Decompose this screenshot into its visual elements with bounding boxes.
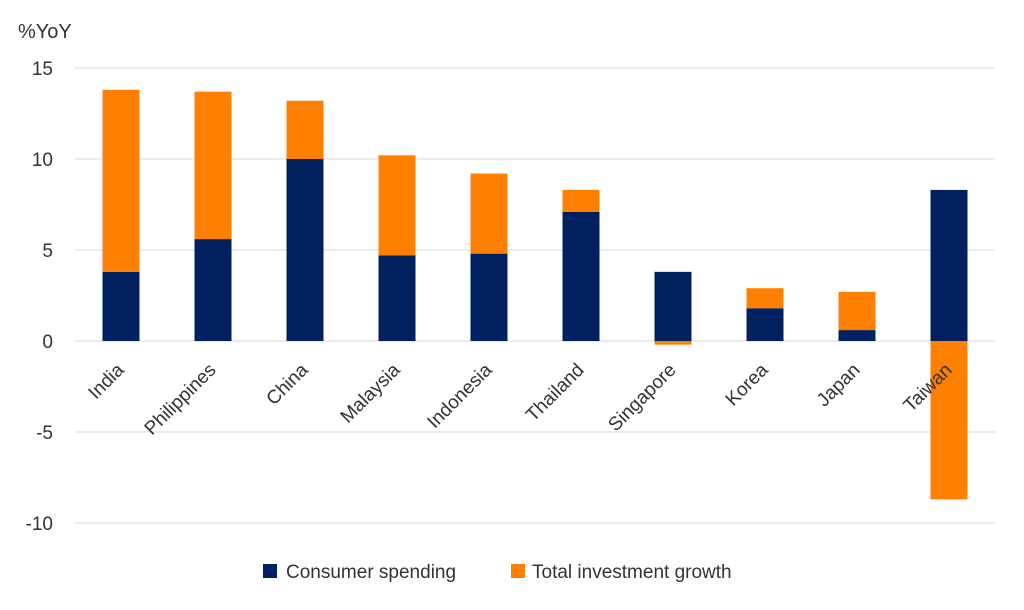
- x-tick-label: Korea: [722, 359, 773, 410]
- bar-investment-growth: [286, 100, 324, 159]
- y-axis-ticks: 15 10 5 0 -5 -10: [26, 59, 53, 535]
- x-tick-label: Philippines: [141, 360, 221, 440]
- y-tick-label: 0: [42, 332, 53, 353]
- bar-investment-growth: [838, 291, 876, 331]
- bar-consumer-spending: [286, 159, 324, 341]
- legend-label: Total investment growth: [532, 562, 732, 583]
- bar-consumer-spending: [746, 308, 784, 341]
- bar-consumer-spending: [102, 271, 140, 341]
- bar-investment-growth: [378, 155, 416, 256]
- bar-consumer-spending: [378, 255, 416, 341]
- y-tick-label: 5: [42, 241, 53, 262]
- x-tick-label: Indonesia: [423, 359, 496, 432]
- x-tick-label: India: [85, 359, 129, 403]
- y-tick-label: 10: [32, 150, 53, 171]
- bar-investment-growth: [102, 89, 140, 272]
- bar-consumer-spending: [194, 239, 232, 341]
- bar-investment-growth: [654, 341, 692, 345]
- legend: Consumer spending Total investment growth: [263, 562, 732, 583]
- y-axis-unit-label: %YoY: [18, 21, 72, 43]
- bar-consumer-spending: [470, 253, 508, 341]
- y-tick-label: -10: [26, 514, 53, 535]
- bar-investment-growth: [746, 288, 784, 309]
- x-axis-labels: India Philippines China Malaysia Indonesia Th…: [85, 359, 957, 439]
- bar-consumer-spending: [654, 271, 692, 341]
- bar-consumer-spending: [930, 189, 968, 341]
- bar-investment-growth: [562, 189, 600, 212]
- bar-investment-growth: [194, 91, 232, 240]
- x-tick-label: Thailand: [522, 360, 588, 426]
- x-tick-label: Singapore: [604, 360, 680, 436]
- y-tick-label: 15: [32, 59, 53, 80]
- legend-label: Consumer spending: [286, 562, 456, 583]
- y-tick-label: -5: [36, 423, 53, 444]
- bar-investment-growth: [930, 341, 968, 500]
- legend-swatch: [263, 564, 277, 578]
- x-tick-label: China: [263, 359, 313, 409]
- bar-consumer-spending: [562, 211, 600, 341]
- bars: [102, 89, 968, 500]
- x-tick-label: Malaysia: [337, 359, 405, 427]
- legend-swatch: [511, 564, 525, 578]
- bar-investment-growth: [470, 173, 508, 254]
- x-tick-label: Japan: [813, 360, 864, 411]
- bar-consumer-spending: [838, 330, 876, 341]
